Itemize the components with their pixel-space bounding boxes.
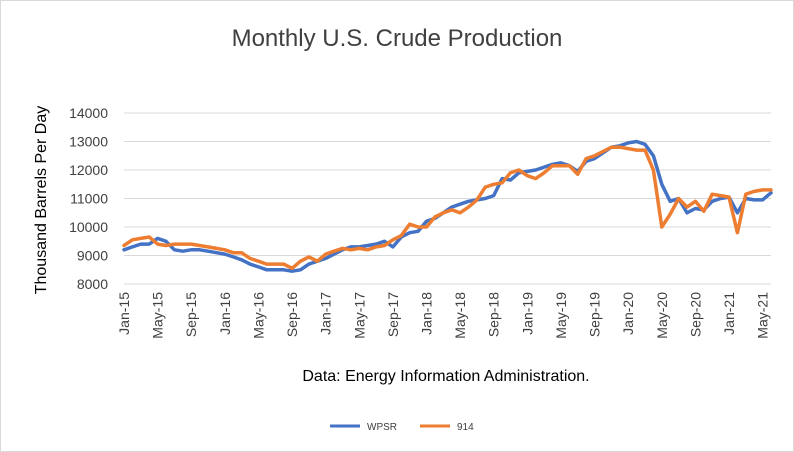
y-tick-label: 13000 bbox=[69, 134, 108, 150]
x-tick-label: Sep-20 bbox=[687, 292, 703, 337]
x-tick-labels: Jan-15 May-15 Sep-15 Jan-16 May-16 Sep-16 Jan-… bbox=[116, 292, 771, 339]
x-tick-label: May-20 bbox=[654, 292, 670, 339]
data-source-note: Data: Energy Information Administration. bbox=[302, 368, 589, 385]
x-tick-label: Jan-17 bbox=[318, 292, 334, 335]
x-tick-label: Sep-18 bbox=[486, 292, 502, 337]
series-line-914 bbox=[122, 145, 773, 271]
x-tick-label: Jan-16 bbox=[217, 292, 233, 335]
y-tick-label: 9000 bbox=[77, 248, 108, 264]
legend-label: 914 bbox=[457, 422, 474, 433]
x-tick-label: Jan-18 bbox=[418, 292, 434, 335]
x-tick-label: Jan-21 bbox=[721, 292, 737, 335]
legend-label: WPSR bbox=[367, 422, 397, 433]
y-tick-label: 10000 bbox=[69, 219, 108, 235]
y-tick-label: 12000 bbox=[69, 162, 108, 178]
x-tick-label: Sep-15 bbox=[183, 292, 199, 337]
x-tick-label: May-19 bbox=[553, 292, 569, 339]
series-lines bbox=[122, 139, 773, 273]
x-tick-label: May-15 bbox=[150, 292, 166, 339]
y-tick-label: 8000 bbox=[77, 276, 108, 292]
y-axis-label: Thousand Barrels Per Day bbox=[33, 106, 50, 295]
x-tick-label: Jan-19 bbox=[519, 292, 535, 335]
x-tick-label: Sep-17 bbox=[385, 292, 401, 337]
legend: WPSR 914 bbox=[330, 422, 474, 433]
x-tick-label: May-17 bbox=[351, 292, 367, 339]
x-tick-label: Sep-19 bbox=[587, 292, 603, 337]
x-tick-label: May-21 bbox=[755, 292, 771, 339]
x-tick-label: Sep-16 bbox=[284, 292, 300, 337]
x-tick-label: May-18 bbox=[452, 292, 468, 339]
y-tick-label: 14000 bbox=[69, 105, 108, 121]
x-tick-label: May-16 bbox=[250, 292, 266, 339]
x-tick-label: Jan-20 bbox=[620, 292, 636, 335]
chart-title: Monthly U.S. Crude Production bbox=[232, 25, 563, 52]
x-tick-label: Jan-15 bbox=[116, 292, 132, 335]
y-tick-labels: 8000 9000 10000 11000 12000 13000 14000 bbox=[69, 105, 108, 292]
y-tick-label: 11000 bbox=[70, 191, 108, 207]
